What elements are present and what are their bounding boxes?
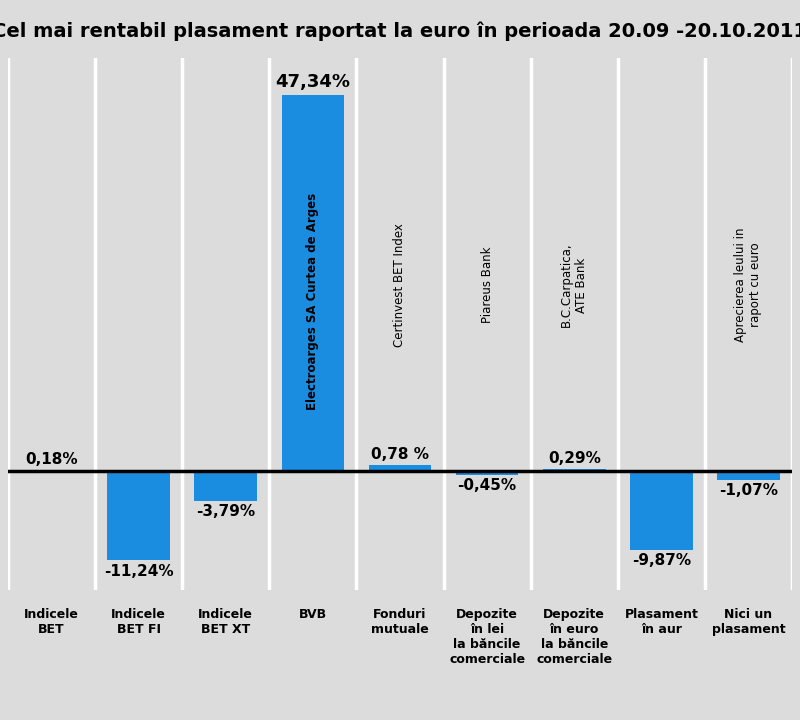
Text: B.C.Carpatica,
ATE Bank: B.C.Carpatica, ATE Bank: [560, 243, 588, 328]
Text: Plasament
în aur: Plasament în aur: [624, 608, 698, 636]
Text: 47,34%: 47,34%: [275, 73, 350, 91]
Text: Certinvest BET Index: Certinvest BET Index: [394, 223, 406, 347]
Text: Electroarges SA Curtea de Arges: Electroarges SA Curtea de Arges: [306, 193, 319, 410]
Text: Indicele
BET: Indicele BET: [24, 608, 79, 636]
Bar: [107, 471, 170, 560]
Bar: [456, 471, 518, 474]
Text: Indicele
BET XT: Indicele BET XT: [198, 608, 254, 636]
Text: -3,79%: -3,79%: [196, 505, 255, 519]
Bar: [630, 471, 693, 549]
Bar: [194, 471, 257, 501]
Text: Depozite
în lei
la băncile
comerciale: Depozite în lei la băncile comerciale: [449, 608, 525, 667]
Text: Cel mai rentabil plasament raportat la euro în perioada 20.09 -20.10.2011: Cel mai rentabil plasament raportat la e…: [0, 22, 800, 41]
Text: Piareus Bank: Piareus Bank: [481, 247, 494, 323]
Bar: [543, 469, 606, 471]
Text: Depozite
în euro
la băncile
comerciale: Depozite în euro la băncile comerciale: [536, 608, 612, 667]
Text: -0,45%: -0,45%: [458, 478, 517, 493]
Text: -1,07%: -1,07%: [719, 483, 778, 498]
Text: Aprecierea leului in
raport cu euro: Aprecierea leului in raport cu euro: [734, 228, 762, 342]
Bar: [717, 471, 780, 480]
Text: BVB: BVB: [299, 608, 327, 621]
Text: -11,24%: -11,24%: [104, 564, 174, 579]
Text: -9,87%: -9,87%: [632, 553, 691, 568]
Text: Nici un
plasament: Nici un plasament: [712, 608, 786, 636]
Text: 0,78 %: 0,78 %: [371, 446, 429, 462]
Text: 0,29%: 0,29%: [548, 451, 601, 466]
Text: Fonduri
mutuale: Fonduri mutuale: [371, 608, 429, 636]
Bar: [20, 469, 83, 471]
Bar: [282, 94, 344, 471]
Text: Indicele
BET FI: Indicele BET FI: [111, 608, 166, 636]
Bar: [369, 465, 431, 471]
Text: 0,18%: 0,18%: [26, 451, 78, 467]
